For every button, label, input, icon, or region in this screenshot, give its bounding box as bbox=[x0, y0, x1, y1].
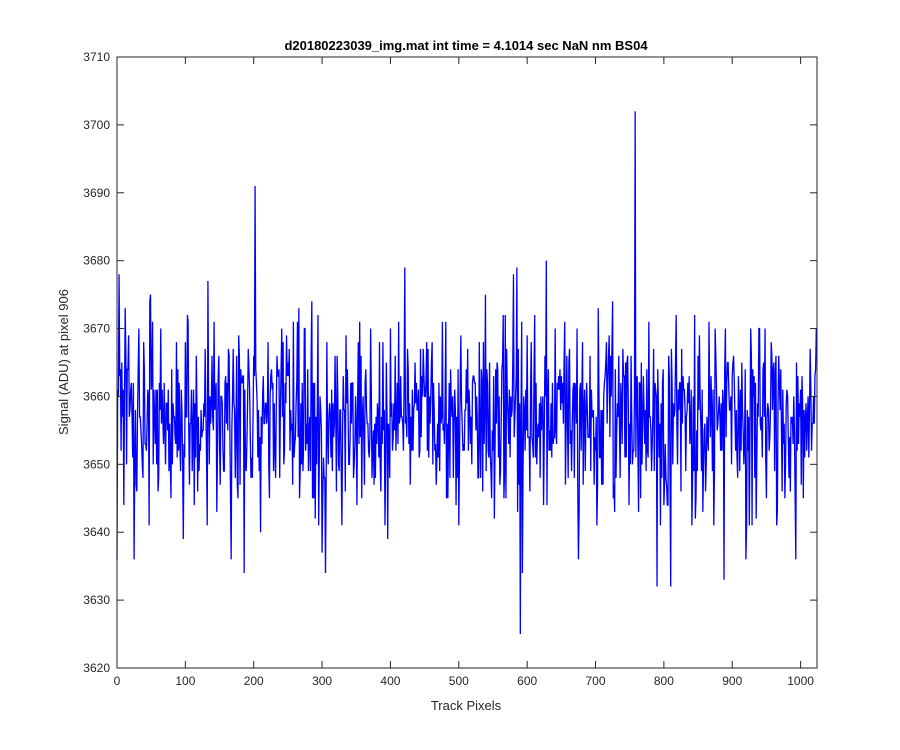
y-tick-label: 3680 bbox=[83, 254, 110, 268]
y-tick-label: 3710 bbox=[83, 50, 110, 64]
y-tick-label: 3670 bbox=[83, 322, 110, 336]
x-tick-label: 800 bbox=[654, 674, 674, 688]
x-tick-label: 500 bbox=[449, 674, 469, 688]
x-tick-label: 100 bbox=[175, 674, 195, 688]
chart-title: d20180223039_img.mat int time = 4.1014 s… bbox=[284, 38, 648, 53]
plot-area: 0 100 200 300 400 500 600 700 800 900 1000 3620 363… bbox=[83, 50, 818, 688]
y-tick-label: 3630 bbox=[83, 593, 110, 607]
x-tick-label: 600 bbox=[517, 674, 537, 688]
x-tick-label: 200 bbox=[244, 674, 264, 688]
y-tick-label: 3640 bbox=[83, 525, 110, 539]
x-tick-label: 700 bbox=[586, 674, 606, 688]
x-tick-label: 400 bbox=[380, 674, 400, 688]
y-tick-label: 3650 bbox=[83, 457, 110, 471]
y-tick-label: 3690 bbox=[83, 186, 110, 200]
x-tick-label: 900 bbox=[722, 674, 742, 688]
x-tick-label: 300 bbox=[312, 674, 332, 688]
axes-box bbox=[116, 56, 818, 669]
x-tick-label: 1000 bbox=[787, 674, 814, 688]
y-axis: 3620 3630 3640 3650 3660 3670 3680 3690 3700 3710 bbox=[83, 50, 817, 675]
y-axis-label: Signal (ADU) at pixel 906 bbox=[56, 289, 71, 435]
signal-line bbox=[116, 111, 817, 635]
y-tick-label: 3660 bbox=[83, 389, 110, 403]
y-tick-label: 3700 bbox=[83, 118, 110, 132]
y-tick-label: 3620 bbox=[83, 661, 110, 675]
series-layer bbox=[116, 111, 817, 635]
x-axis-label: Track Pixels bbox=[431, 698, 502, 713]
x-axis: 0 100 200 300 400 500 600 700 800 900 1000 bbox=[114, 57, 814, 688]
x-tick-label: 0 bbox=[114, 674, 121, 688]
